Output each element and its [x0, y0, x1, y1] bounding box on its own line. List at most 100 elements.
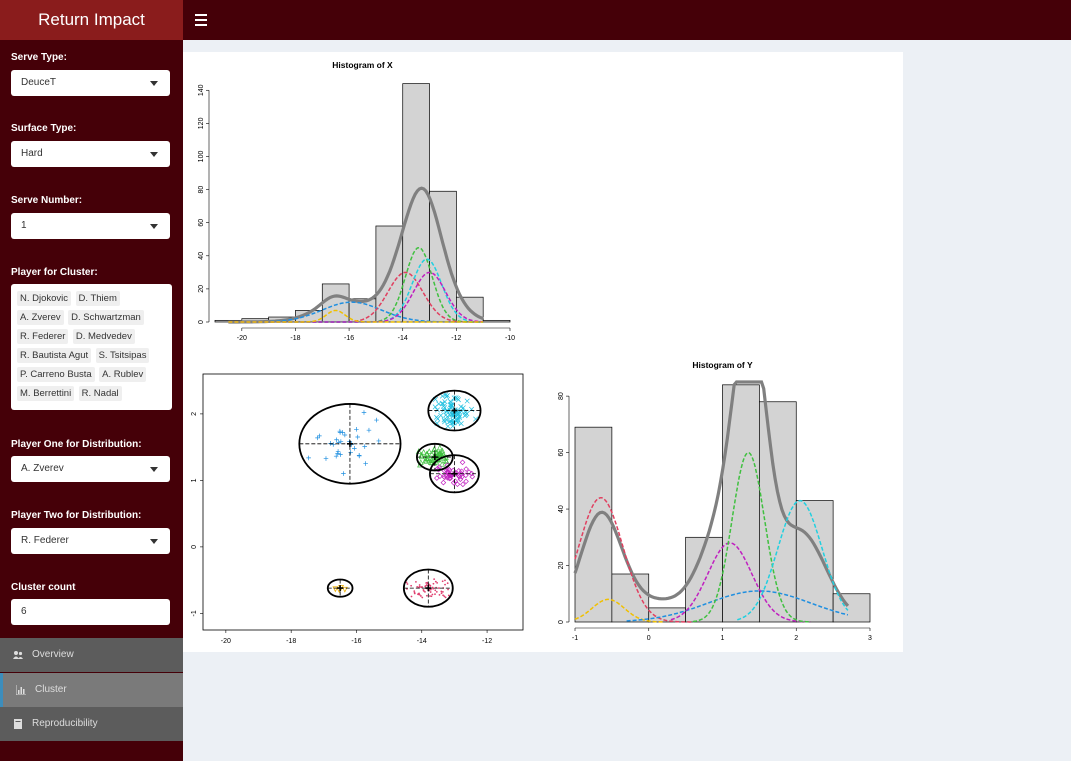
player-chip[interactable]: R. Federer	[17, 329, 69, 344]
caret-down-icon	[150, 224, 158, 229]
app-title: Return Impact	[0, 0, 183, 40]
point	[425, 594, 428, 597]
point	[424, 585, 427, 588]
serve-type-label: Serve Type:	[11, 52, 67, 63]
point	[426, 448, 433, 454]
point	[418, 584, 421, 586]
point	[455, 410, 461, 416]
point	[447, 412, 453, 418]
point	[459, 459, 466, 466]
cluster-count-input[interactable]: 6	[11, 599, 170, 625]
surface-type-select[interactable]: Hard	[11, 141, 170, 167]
point	[431, 593, 434, 596]
point	[447, 407, 453, 413]
point	[457, 413, 463, 419]
menu-label: Overview	[32, 649, 74, 660]
cluster-1-points	[306, 410, 382, 476]
point	[466, 469, 472, 475]
serve-type-select[interactable]: DeuceT	[11, 70, 170, 96]
player-chip[interactable]: N. Djokovic	[17, 291, 72, 306]
y-tick-label: 60	[198, 219, 205, 227]
point	[421, 596, 424, 599]
point	[438, 587, 440, 589]
point	[442, 591, 444, 593]
player-chip[interactable]: S. Tsitsipas	[95, 348, 150, 363]
point	[434, 593, 436, 596]
serve-number-select[interactable]: 1	[11, 213, 170, 239]
caret-down-icon	[150, 152, 158, 157]
point	[424, 455, 431, 462]
point	[446, 467, 453, 473]
x-tick-label: -1	[572, 635, 578, 642]
histogram-bar	[795, 500, 834, 623]
point	[439, 393, 446, 399]
y-tick-label: 40	[558, 505, 565, 513]
point	[436, 581, 439, 584]
point	[333, 453, 339, 459]
point	[440, 590, 443, 593]
point	[436, 452, 443, 458]
player-chip[interactable]: D. Schwartzman	[68, 310, 144, 325]
point	[436, 444, 443, 451]
x-tick-label: -20	[221, 638, 231, 645]
player-two-value: R. Federer	[21, 535, 69, 546]
menu-item-cluster[interactable]: Cluster	[0, 673, 183, 707]
menu-item-overview[interactable]: Overview	[0, 638, 183, 672]
point	[415, 448, 422, 454]
point	[406, 583, 409, 585]
menu-item-reproducibility[interactable]: Reproducibility	[0, 707, 183, 741]
player-chip[interactable]: D. Medvedev	[72, 329, 135, 344]
point	[418, 451, 425, 458]
player-one-select[interactable]: A. Zverev	[11, 456, 170, 482]
scatter-frame	[202, 373, 524, 631]
point	[456, 415, 462, 421]
point	[428, 450, 435, 457]
y-tick-label: 0	[558, 620, 565, 624]
player-two-label: Player Two for Distribution:	[11, 510, 142, 521]
histogram-bar	[402, 83, 430, 323]
cluster-center	[337, 585, 344, 592]
component-curve	[574, 497, 693, 623]
point	[434, 407, 440, 413]
player-chip[interactable]: R. Bautista Agut	[17, 348, 92, 363]
player-chip[interactable]: P. Carreno Busta	[17, 367, 95, 382]
point	[457, 476, 464, 482]
point	[454, 481, 461, 488]
player-chip[interactable]: A. Rublev	[99, 367, 147, 382]
point	[435, 416, 441, 422]
point	[363, 461, 368, 466]
point	[362, 444, 368, 449]
point	[366, 427, 372, 433]
cluster-center	[451, 407, 458, 414]
top-navbar	[183, 0, 1071, 40]
point	[437, 473, 443, 480]
player-cluster-multiselect[interactable]: N. Djokovic D. Thiem A. Zverev D. Schwar…	[11, 284, 172, 410]
player-chip[interactable]: R. Nadal	[78, 386, 122, 401]
player-chip[interactable]: M. Berrettini	[17, 386, 75, 401]
player-two-select[interactable]: R. Federer	[11, 528, 170, 554]
surface-type-value: Hard	[21, 148, 43, 159]
x-tick-label: 2	[794, 635, 798, 642]
point	[443, 595, 446, 598]
x-tick-label: 1	[721, 635, 725, 642]
serve-number-label: Serve Number:	[11, 195, 83, 206]
point	[463, 472, 469, 479]
player-chip[interactable]: D. Thiem	[75, 291, 120, 306]
point	[348, 450, 353, 455]
point	[418, 453, 425, 460]
caret-down-icon	[150, 81, 158, 86]
player-chip[interactable]: A. Zverev	[17, 310, 64, 325]
point	[440, 479, 447, 486]
point	[418, 592, 420, 595]
point	[430, 595, 433, 598]
y-tick-label: 60	[558, 449, 565, 457]
point	[338, 439, 344, 444]
point	[463, 466, 469, 472]
histogram-bar	[574, 426, 613, 623]
sidebar-toggle-icon[interactable]	[195, 11, 207, 29]
x-tick-label: -16	[351, 638, 361, 645]
x-tick-label: -18	[286, 638, 296, 645]
y-tick-label: 1	[191, 478, 198, 482]
point	[416, 585, 419, 588]
surface-type-label: Surface Type:	[11, 123, 77, 134]
